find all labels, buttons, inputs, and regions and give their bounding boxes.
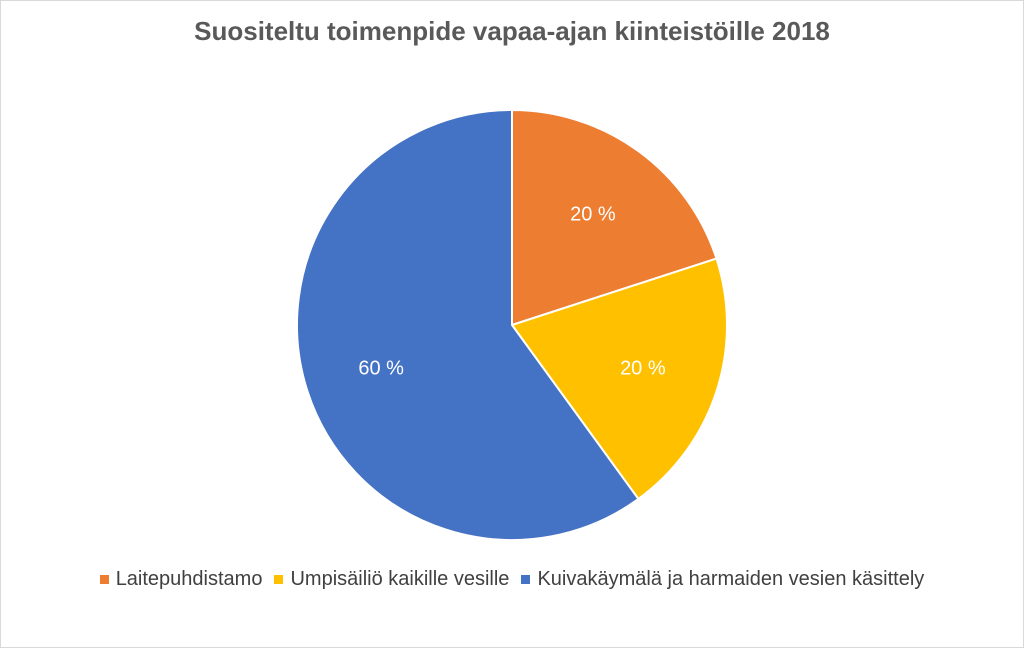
pie-slice-umpisailio	[510, 257, 728, 501]
legend-swatch-umpisailio	[274, 575, 284, 584]
pie-slice-kuivakaymala	[296, 108, 640, 541]
data-label-laitepuhdistamo: 20 %	[570, 204, 616, 226]
legend-label-umpisailio: Umpisäiliö kaikille vesille	[290, 568, 510, 590]
legend-swatch-laitepuhdistamo	[99, 575, 109, 584]
legend-label-laitepuhdistamo: Laitepuhdistamo	[115, 568, 263, 590]
legend-item-kuivakaymala: Kuivakäymälä ja harmaiden vesien käsitte…	[521, 568, 924, 591]
data-label-umpisailio: 20 %	[620, 358, 666, 380]
data-label-kuivakaymala: 60 %	[358, 358, 404, 380]
legend-label-kuivakaymala: Kuivakäymälä ja harmaiden vesien käsitte…	[537, 568, 925, 590]
legend: Laitepuhdistamo Umpisäiliö kaikille vesi…	[0, 568, 1024, 591]
legend-swatch-kuivakaymala	[521, 575, 531, 584]
pie-slice-laitepuhdistamo	[511, 108, 718, 327]
legend-item-umpisailio: Umpisäiliö kaikille vesille	[274, 568, 509, 591]
chart-title: Suositeltu toimenpide vapaa-ajan kiintei…	[194, 16, 830, 46]
legend-item-laitepuhdistamo: Laitepuhdistamo	[99, 568, 263, 591]
